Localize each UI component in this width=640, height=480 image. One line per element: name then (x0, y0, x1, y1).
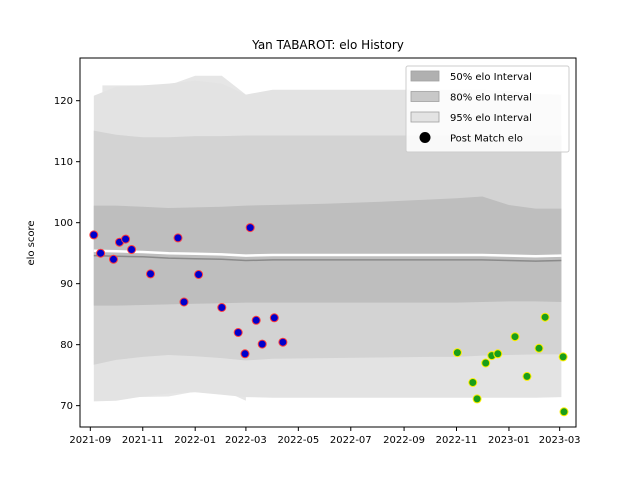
x-tick-label: 2022-05 (277, 435, 319, 446)
x-tick-label: 2023-03 (539, 435, 581, 446)
post-match-elo-point (217, 303, 227, 312)
post-match-elo-point (481, 358, 491, 368)
post-match-elo-point (558, 352, 568, 362)
chart-title: Yan TABAROT: elo History (251, 38, 404, 52)
legend-swatch (410, 111, 440, 123)
post-match-elo-point (493, 349, 503, 359)
legend-swatch (410, 91, 440, 102)
post-match-elo-point (233, 328, 243, 337)
legend-frame (405, 65, 570, 153)
y-tick-label: 100 (54, 218, 73, 229)
legend-label: 95% elo Interval (450, 113, 532, 124)
x-tick-label: 2022-11 (436, 435, 478, 446)
post-match-elo-point (278, 337, 288, 347)
post-match-elo-point (257, 339, 267, 349)
elo-50-interval-band (93, 196, 562, 306)
post-match-elo-point (240, 349, 250, 359)
post-match-elo-point (452, 348, 462, 358)
post-match-elo-point (146, 269, 155, 279)
x-tick-label: 2022-07 (330, 435, 372, 446)
x-tick-label: 2023-01 (488, 435, 530, 446)
legend-marker (419, 132, 431, 143)
post-match-elo-point (468, 378, 478, 387)
post-match-elo-point (269, 313, 279, 323)
post-match-elo-point (173, 233, 183, 243)
elo-mean-highlight-line (93, 249, 562, 258)
post-match-elo-point (540, 312, 550, 322)
plot-frame (79, 57, 577, 428)
plot-area: 2021-09 2021-11 2022-01 2022-03 2022-05 2022-… (54, 57, 581, 446)
y-tick-label: 110 (54, 157, 73, 168)
legend-label: 80% elo Interval (450, 93, 532, 104)
legend-label: 50% elo Interval (450, 72, 532, 83)
y-tick-label: 120 (54, 96, 73, 107)
post-match-elo-point (127, 245, 137, 254)
post-match-elo-point (109, 254, 118, 264)
y-tick-label: 70 (60, 401, 73, 412)
y-tick-label: 90 (60, 279, 73, 290)
post-match-elo-point (472, 394, 482, 404)
x-tick-label: 2022-01 (174, 435, 216, 446)
post-match-elo-point (522, 371, 532, 381)
y-axis-label: elo score (26, 220, 37, 265)
post-match-elo-point (179, 297, 189, 307)
post-match-elo-point (89, 230, 99, 240)
post-match-elo-point (534, 343, 544, 353)
x-tick-label: 2021-11 (122, 435, 164, 446)
x-tick-label: 2022-03 (225, 435, 267, 446)
post-match-elo-point (251, 315, 261, 325)
x-tick-label: 2022-09 (383, 435, 425, 446)
post-match-elo-point (559, 407, 569, 417)
x-tick-label: 2021-09 (69, 435, 111, 446)
legend-label: Post Match elo (450, 134, 523, 145)
y-tick-label: 80 (60, 340, 73, 351)
legend-swatch (410, 70, 440, 82)
post-match-elo-point (245, 223, 255, 233)
elo-mean-line (93, 254, 562, 262)
post-match-elo-point (194, 270, 204, 279)
legend: 50% elo Interval 80% elo Interval 95% elo … (405, 65, 570, 153)
post-match-elo-point (121, 234, 131, 244)
post-match-elo-point (510, 332, 520, 342)
post-match-elo-point (96, 248, 106, 258)
